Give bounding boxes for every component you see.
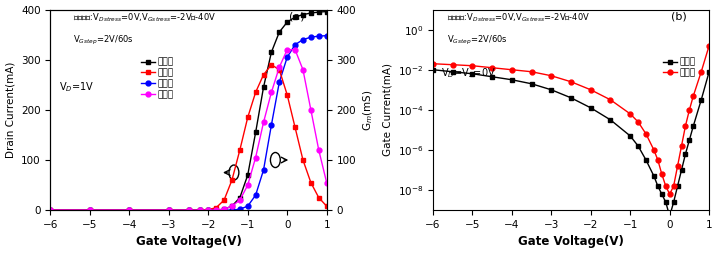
Text: 应力条件:V$_{Dstress}$=0V,V$_{Gstress}$=-2V～-40V: 应力条件:V$_{Dstress}$=0V,V$_{Gstress}$=-2V～… <box>447 12 590 24</box>
Legend: 应力前, 应力前, 应力后, 应力后: 应力前, 应力前, 应力后, 应力后 <box>138 54 177 103</box>
Y-axis label: G$_m$(mS): G$_m$(mS) <box>362 89 375 131</box>
Legend: 应力前, 应力后: 应力前, 应力后 <box>660 54 699 81</box>
Text: V$_{Gstep}$=2V/60s: V$_{Gstep}$=2V/60s <box>447 34 508 47</box>
Text: (a): (a) <box>289 12 304 22</box>
Y-axis label: Drain Current(mA): Drain Current(mA) <box>6 62 16 158</box>
Text: 应力条件:V$_{Dstress}$=0V,V$_{Gstress}$=-2V～-40V: 应力条件:V$_{Dstress}$=0V,V$_{Gstress}$=-2V～… <box>73 12 216 24</box>
Text: (b): (b) <box>671 12 687 22</box>
X-axis label: Gate Voltage(V): Gate Voltage(V) <box>518 235 624 248</box>
Y-axis label: Gate Current(mA): Gate Current(mA) <box>382 63 392 156</box>
Text: V$_D$=V$_S$=0V: V$_D$=V$_S$=0V <box>442 66 496 80</box>
X-axis label: Gate Voltage(V): Gate Voltage(V) <box>136 235 241 248</box>
Text: V$_D$=1V: V$_D$=1V <box>59 80 94 93</box>
Text: V$_{Gstep}$=2V/60s: V$_{Gstep}$=2V/60s <box>73 34 134 47</box>
